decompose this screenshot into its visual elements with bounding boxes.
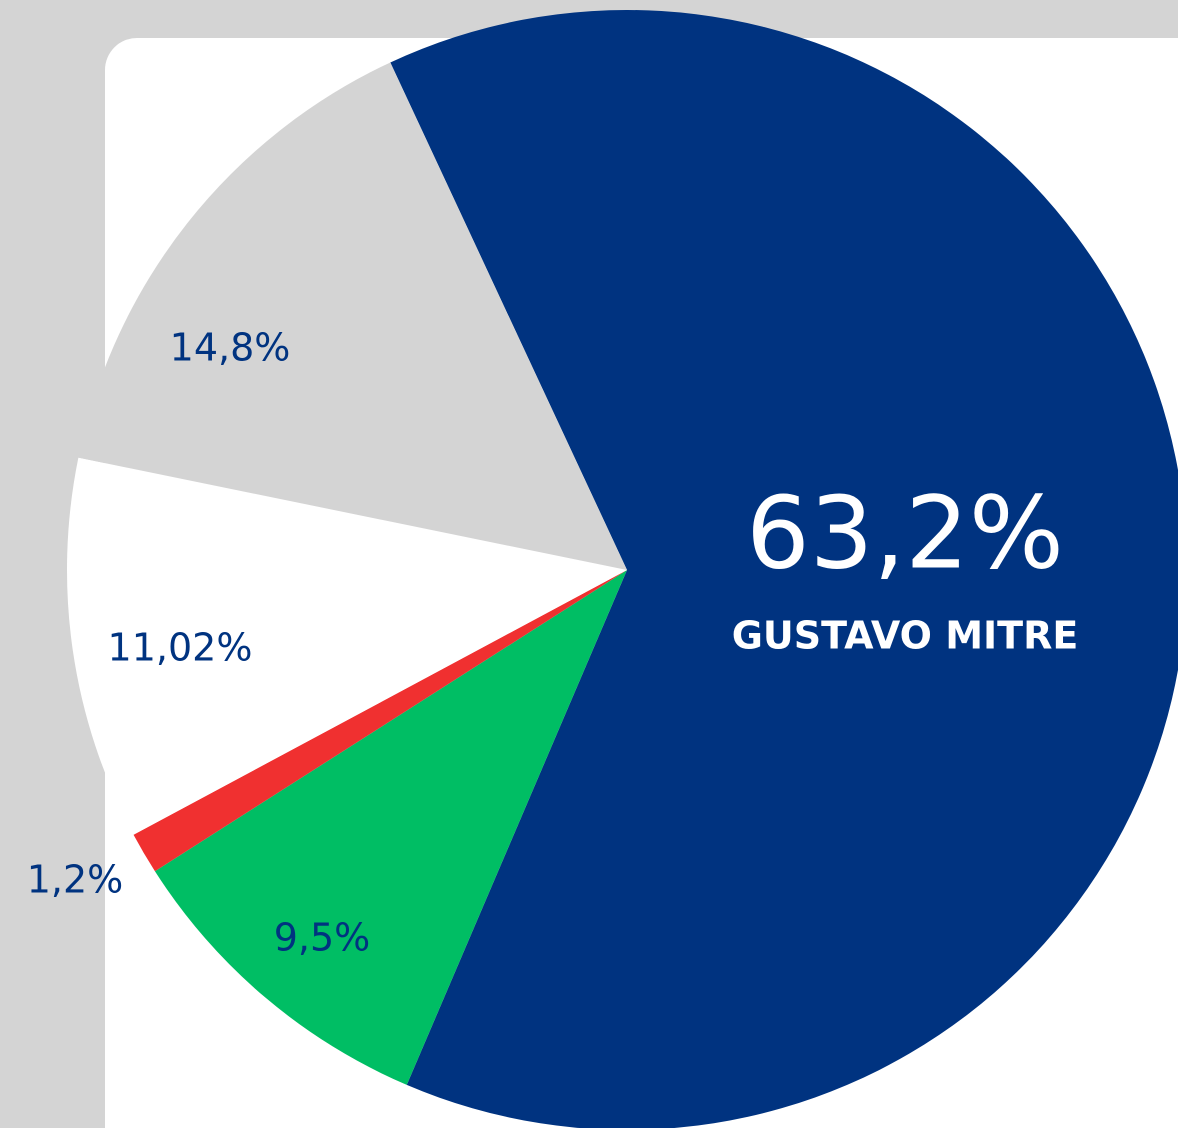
slice [154, 570, 627, 1085]
slice [67, 457, 627, 835]
labels: 63,2% GUSTAVO MITRE 9,5% 1,2% 11,02% 14,8% [27, 326, 1079, 960]
value-label: 14,8% [170, 326, 291, 370]
slice [78, 62, 627, 570]
slice [390, 10, 1178, 1128]
pie [67, 10, 1178, 1128]
value-label: 9,5% [274, 916, 371, 960]
value-label: 63,2% [746, 474, 1064, 591]
value-label: 1,2% [27, 858, 124, 902]
category-label: GUSTAVO MITRE [732, 614, 1079, 658]
slice [133, 570, 628, 872]
value-label: 11,02% [108, 626, 253, 670]
